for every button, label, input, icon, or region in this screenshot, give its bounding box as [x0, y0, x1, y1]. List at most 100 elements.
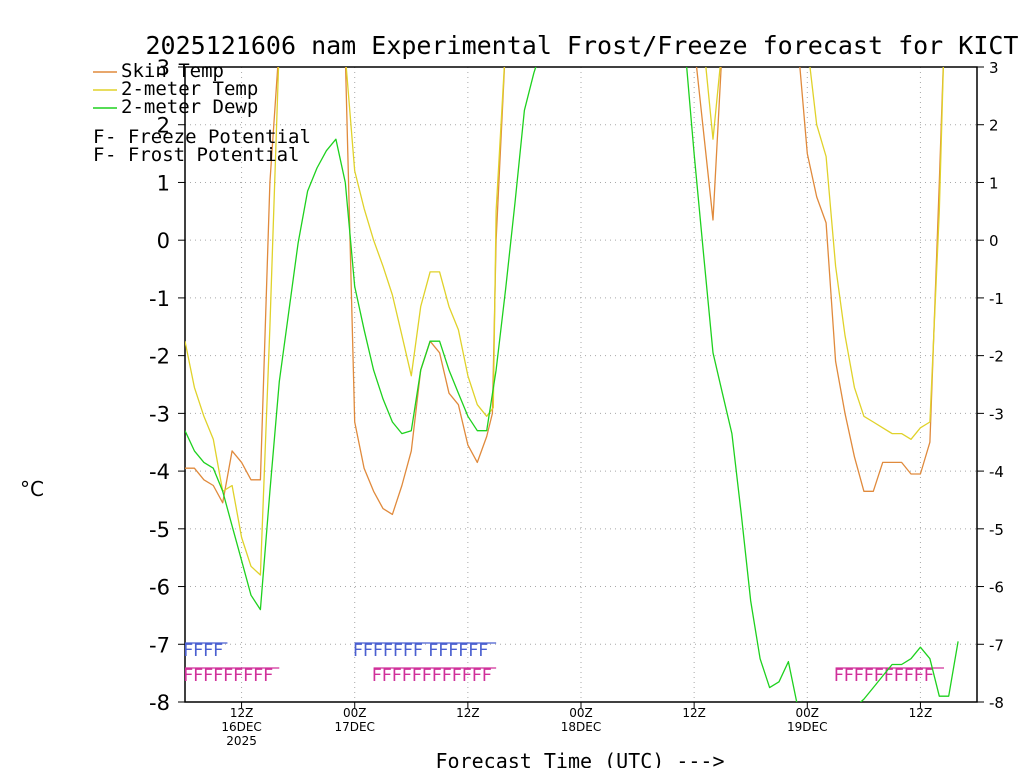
legend-flag-letter: F — [93, 144, 104, 166]
freeze-potential-flag: F — [253, 666, 263, 686]
x-tick-label: 12Z — [456, 706, 480, 720]
y-axis-label: °C — [20, 477, 44, 501]
legend-label: Skin Temp — [121, 60, 224, 82]
freeze-potential-flag: F — [203, 666, 213, 686]
y-tick-label-left: 2 — [157, 114, 170, 138]
x-tick-label: 00Z — [796, 706, 820, 720]
freeze-potential-flag: F — [844, 666, 854, 686]
y-tick-label-left: 3 — [157, 56, 170, 80]
x-tick-label: 12Z — [682, 706, 706, 720]
y-tick-label-right: -7 — [989, 636, 1004, 654]
freeze-potential-flag: F — [223, 666, 233, 686]
freeze-potential-flag: F — [412, 666, 422, 686]
freeze-potential-flag: F — [894, 666, 904, 686]
x-tick-date-label: 2025 — [226, 734, 257, 748]
x-tick-label: 12Z — [909, 706, 933, 720]
series-line-2-meter-temp — [185, 67, 945, 576]
y-tick-label-left: -3 — [149, 402, 170, 426]
y-tick-label-right: 3 — [989, 59, 999, 77]
y-tick-label-left: -5 — [149, 518, 170, 542]
freeze-potential-flag: F — [392, 666, 402, 686]
freeze-potential-flag: F — [462, 666, 472, 686]
y-axis: -8 -8 -7 -7 -6 -6 -5 -5 -4 -4 -3 -3 -2 -2 -1 -1 0 0 1 1 2 2 3 3 — [149, 56, 1004, 715]
freeze-potential-flag: F — [834, 666, 844, 686]
series-line-skin-temp — [185, 67, 944, 516]
freeze-potential-flag: F — [452, 666, 462, 686]
freeze-potential-flag: F — [914, 666, 924, 686]
frost-potential-flag: F — [203, 641, 213, 661]
legend-flag-text: - Freeze Potential — [105, 126, 311, 148]
freeze-potential-flag: F — [372, 666, 382, 686]
frost-potential-flag: F — [363, 641, 373, 661]
chart-title: 2025121606 nam Experimental Frost/Freeze… — [146, 31, 1019, 60]
freeze-potential-flag: F — [432, 666, 442, 686]
legend-flag-letter: F — [93, 126, 104, 148]
freeze-potential-flag: F — [263, 666, 273, 686]
y-tick-label-left: -6 — [149, 576, 170, 600]
y-tick-label-right: -6 — [989, 579, 1004, 597]
freeze-potential-flag: F — [924, 666, 934, 686]
series-line-2-meter-dewp — [185, 67, 959, 702]
x-tick-label: 00Z — [343, 706, 367, 720]
frost-potential-flag: F — [353, 641, 363, 661]
y-tick-label-right: -2 — [989, 348, 1004, 366]
x-tick-label: 12Z — [230, 706, 254, 720]
y-tick-label-right: -5 — [989, 521, 1004, 539]
y-tick-label-right: 0 — [989, 232, 999, 250]
y-tick-label-left: -7 — [149, 633, 170, 657]
frost-potential-flag: F — [393, 641, 403, 661]
freeze-potential-flag: F — [233, 666, 243, 686]
x-tick-date-label: 18DEC — [561, 720, 601, 734]
freeze-potential-flag: F — [904, 666, 914, 686]
frost-potential-flag: F — [478, 641, 488, 661]
frost-potential-flag: F — [468, 641, 478, 661]
frost-potential-flag: F — [413, 641, 423, 661]
x-axis-label: Forecast Time (UTC) ---> — [436, 749, 725, 768]
freeze-potential-flag: F — [442, 666, 452, 686]
freeze-potential-flag: F — [402, 666, 412, 686]
x-tick-label: 00Z — [569, 706, 593, 720]
y-tick-label-left: 1 — [157, 171, 170, 195]
y-tick-label-right: -8 — [989, 694, 1004, 712]
freeze-potential-flag: F — [874, 666, 884, 686]
frost-potential-flag: F — [428, 641, 438, 661]
y-tick-label-left: -4 — [149, 460, 170, 484]
legend-label: 2-meter Dewp — [121, 96, 258, 118]
freeze-potential-flag: F — [482, 666, 492, 686]
freeze-potential-flag: F — [213, 666, 223, 686]
frost-potential-flag: F — [373, 641, 383, 661]
freeze-potential-flag: F — [422, 666, 432, 686]
freeze-potential-flag: F — [382, 666, 392, 686]
x-tick-date-label: 16DEC — [221, 720, 261, 734]
x-tick-date-label: 19DEC — [787, 720, 827, 734]
y-tick-label-right: -1 — [989, 290, 1004, 308]
freeze-potential-flag: F — [854, 666, 864, 686]
frost-potential-flag: F — [183, 641, 193, 661]
x-tick-date-label: 17DEC — [334, 720, 374, 734]
freeze-potential-flag: F — [884, 666, 894, 686]
frost-potential-flag: F — [383, 641, 393, 661]
y-tick-label-left: -1 — [149, 287, 170, 311]
frost-potential-flag: F — [403, 641, 413, 661]
frost-potential-flag: F — [448, 641, 458, 661]
legend-label: 2-meter Temp — [121, 78, 258, 100]
frost-potential-flag: F — [458, 641, 468, 661]
freeze-potential-flag: F — [472, 666, 482, 686]
legend-flag-text: - Frost Potential — [105, 144, 299, 166]
frost-freeze-flags: F F F F F F F F F F F F F F F F FF F F F F F F F F F F F F F F F F F F F F F F… — [183, 641, 944, 686]
freeze-potential-flag: F — [193, 666, 203, 686]
y-tick-label-left: -2 — [149, 345, 170, 369]
series — [185, 67, 959, 702]
frost-potential-flag: F — [438, 641, 448, 661]
y-tick-label-right: -3 — [989, 405, 1004, 423]
y-tick-label-left: -8 — [149, 691, 170, 715]
